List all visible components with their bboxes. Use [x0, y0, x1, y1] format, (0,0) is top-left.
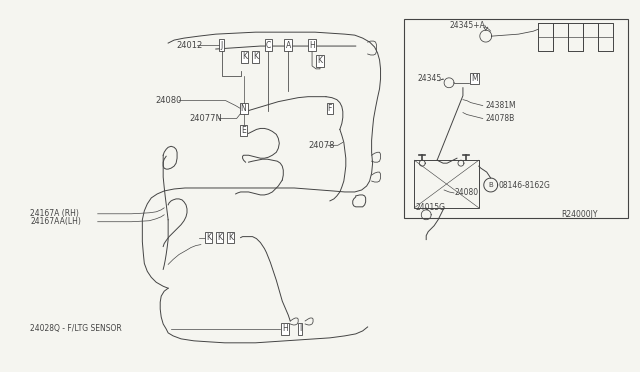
Text: E: E: [241, 126, 246, 135]
Text: B: B: [488, 182, 493, 188]
Text: 24078B: 24078B: [486, 114, 515, 123]
Text: 24015G: 24015G: [415, 203, 445, 212]
Text: I: I: [299, 324, 301, 333]
Text: 24167A (RH): 24167A (RH): [30, 209, 79, 218]
Text: 08146-8162G: 08146-8162G: [499, 180, 550, 189]
Bar: [414, 160, 479, 208]
Text: C: C: [266, 41, 271, 49]
Text: 24012: 24012: [176, 41, 202, 49]
Text: 24080: 24080: [156, 96, 182, 105]
Text: M: M: [472, 74, 478, 83]
Text: K: K: [228, 233, 233, 242]
Text: 24078: 24078: [308, 141, 335, 150]
Text: H: H: [309, 41, 315, 49]
Text: 24381M: 24381M: [486, 101, 516, 110]
Text: F: F: [328, 104, 332, 113]
Text: 24077N: 24077N: [189, 114, 222, 123]
Text: K: K: [217, 233, 222, 242]
Text: R24000JY: R24000JY: [561, 210, 598, 219]
Text: 24080: 24080: [455, 189, 479, 198]
Text: K: K: [242, 52, 247, 61]
Text: 24028Q - F/LTG SENSOR: 24028Q - F/LTG SENSOR: [30, 324, 122, 333]
Text: A: A: [285, 41, 291, 49]
Text: N: N: [241, 104, 246, 113]
Text: 24345+A: 24345+A: [449, 21, 485, 30]
Text: H: H: [282, 324, 288, 333]
Text: 24345: 24345: [417, 74, 442, 83]
Text: K: K: [317, 57, 323, 65]
Bar: [404, 19, 628, 218]
Text: K: K: [206, 233, 211, 242]
Text: 24167AA(LH): 24167AA(LH): [30, 217, 81, 226]
Text: J: J: [221, 41, 223, 49]
Text: K: K: [253, 52, 258, 61]
